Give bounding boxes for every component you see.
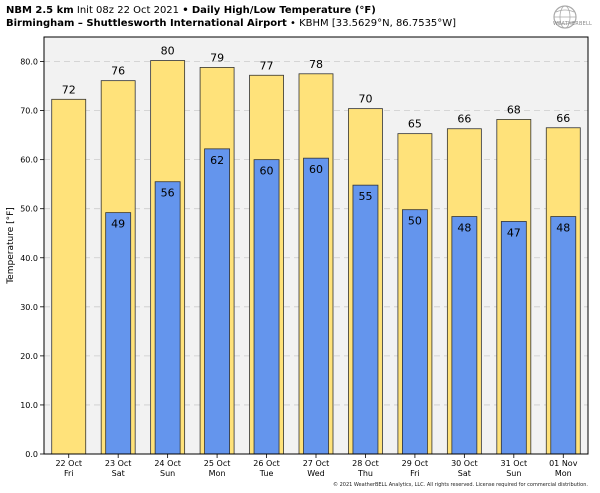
x-tick-date: 01 Nov [549, 459, 578, 468]
low-temp-label: 50 [408, 215, 422, 228]
low-temp-bar [154, 181, 181, 455]
x-tick-date: 24 Oct [154, 459, 181, 468]
x-tick-day: Wed [307, 469, 324, 478]
low-temp-bar [500, 221, 527, 455]
y-tick-label: 40.0 [20, 254, 38, 263]
low-temp-label: 60 [260, 165, 274, 178]
low-temp-bar [303, 157, 329, 455]
low-temp-label: 56 [161, 187, 175, 200]
x-tick-date: 23 Oct [105, 459, 132, 468]
x-tick-date: 26 Oct [253, 459, 280, 468]
x-tick-date: 30 Oct [451, 459, 478, 468]
x-tick-day: Fri [64, 469, 74, 478]
high-temp-label: 65 [408, 118, 422, 131]
product-name: Daily High/Low Temperature (°F) [191, 5, 376, 16]
low-temp-label: 48 [457, 222, 471, 235]
high-temp-bar [51, 98, 87, 455]
x-tick-date: 22 Oct [55, 459, 82, 468]
location-name: Birmingham – Shuttlesworth International… [6, 18, 287, 29]
x-tick-date: 25 Oct [204, 459, 231, 468]
x-tick-day: Tue [259, 469, 274, 478]
high-temp-label: 72 [62, 83, 76, 96]
logo-text: WEATHERBELL [553, 21, 592, 27]
high-temp-label: 68 [507, 103, 521, 116]
high-temp-label: 66 [556, 112, 570, 125]
low-temp-label: 47 [507, 226, 521, 239]
y-tick-label: 50.0 [20, 205, 38, 214]
low-temp-bar [352, 184, 379, 455]
x-tick-day: Sun [160, 469, 175, 478]
low-temp-label: 62 [210, 154, 224, 167]
low-temp-label: 60 [309, 163, 323, 176]
high-temp-label: 80 [161, 45, 175, 58]
x-tick-date: 28 Oct [352, 459, 379, 468]
high-temp-label: 79 [210, 51, 224, 64]
low-temp-label: 49 [111, 218, 125, 231]
x-tick-day: Sun [506, 469, 521, 478]
low-temp-bar [402, 209, 428, 455]
x-tick-day: Sat [112, 469, 125, 478]
high-temp-label: 78 [309, 58, 323, 71]
init-time: Init 08z 22 Oct 2021 [76, 5, 180, 16]
x-tick-day: Mon [209, 469, 226, 478]
x-tick-date: 31 Oct [501, 459, 528, 468]
low-temp-bar [105, 212, 132, 455]
y-tick-label: 10.0 [20, 401, 38, 410]
high-temp-label: 70 [358, 93, 372, 106]
low-temp-bar [550, 216, 577, 455]
low-temp-label: 55 [358, 190, 372, 203]
low-temp-bar [451, 216, 478, 455]
low-temp-bar [253, 159, 280, 455]
x-tick-day: Mon [555, 469, 572, 478]
x-tick-day: Fri [410, 469, 420, 478]
title-bullet: • [182, 5, 189, 16]
plot-frame [43, 36, 589, 455]
chart-subtitle: Birmingham – Shuttlesworth International… [6, 18, 456, 29]
y-axis-label: Temperature [°F] [6, 207, 16, 285]
high-temp-label: 76 [111, 65, 125, 78]
y-tick-label: 0.0 [25, 450, 38, 459]
y-tick-label: 20.0 [20, 352, 38, 361]
high-temp-label: 77 [260, 59, 274, 72]
y-tick-label: 80.0 [20, 58, 38, 67]
chart-title: NBM 2.5 km Init 08z 22 Oct 2021 • Daily … [6, 5, 376, 16]
weatherbell-globe-logo-icon [553, 5, 577, 29]
model-name: NBM 2.5 km [6, 5, 74, 16]
low-temp-label: 48 [556, 222, 570, 235]
station-info: • KBHM [33.5629°N, 86.7535°W] [290, 18, 457, 29]
x-tick-date: 27 Oct [303, 459, 330, 468]
x-tick-day: Sat [458, 469, 471, 478]
low-temp-bar [204, 148, 230, 455]
y-tick-label: 70.0 [20, 107, 38, 116]
y-tick-label: 60.0 [20, 156, 38, 165]
x-tick-day: Thu [357, 469, 373, 478]
x-tick-date: 29 Oct [402, 459, 429, 468]
high-temp-label: 66 [457, 113, 471, 126]
copyright-footer: © 2021 WeatherBELL Analytics, LLC. All r… [333, 482, 588, 488]
y-tick-label: 30.0 [20, 303, 38, 312]
